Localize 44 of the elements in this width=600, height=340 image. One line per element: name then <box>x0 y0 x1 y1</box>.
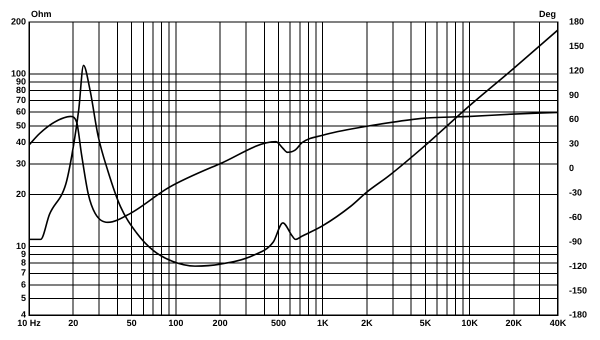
y-tick-label: 100 <box>10 68 26 78</box>
x-tick-label: 2K <box>361 318 374 328</box>
x-tick-label: 200 <box>212 318 228 328</box>
y2-tick-label: -90 <box>568 236 582 246</box>
y2-tick-label: -60 <box>568 212 582 222</box>
x-tick-label: 1K <box>316 318 329 328</box>
y2-tick-label: -120 <box>568 260 587 271</box>
y-tick-label: 80 <box>16 85 26 96</box>
y-axis-title: Ohm <box>31 8 52 19</box>
y2-tick-label: 0 <box>568 163 574 174</box>
y-tick-label: 40 <box>16 137 26 148</box>
y-tick-label: 20 <box>16 189 26 200</box>
y-tick-label: 30 <box>16 158 26 169</box>
y2-axis-title: Deg <box>538 8 556 19</box>
y-tick-label: 60 <box>16 106 26 117</box>
y-tick-label: 4 <box>21 310 26 320</box>
y2-tick-label: 60 <box>568 114 579 124</box>
y-tick-label: 8 <box>21 258 26 268</box>
y2-tick-label: 180 <box>568 16 584 26</box>
y-tick-label: 10 <box>16 241 26 252</box>
x-tick-label: 10 Hz <box>17 318 42 328</box>
y-tick-label: 70 <box>16 95 26 106</box>
x-tick-label: 40K <box>550 318 567 328</box>
y2-tick-label: 120 <box>568 65 584 76</box>
x-tick-label: 100 <box>168 318 184 328</box>
y-tick-label: 6 <box>21 279 26 290</box>
y-tick-label: 7 <box>21 268 26 278</box>
y2-tick-label: -30 <box>568 188 582 198</box>
x-tick-label: 50 <box>126 318 137 328</box>
y-tick-label: 9 <box>21 248 26 259</box>
y-tick-label: 5 <box>21 292 26 303</box>
x-tick-label: 20 <box>68 318 78 328</box>
y-tick-label: 50 <box>16 120 26 130</box>
x-tick-label: 500 <box>271 318 286 328</box>
y2-tick-label: 150 <box>568 40 584 51</box>
y2-tick-label: -180 <box>568 310 587 320</box>
x-tick-label: 10K <box>461 318 478 328</box>
y-tick-label: 200 <box>10 16 26 26</box>
y-tick-label: 90 <box>16 76 26 86</box>
y2-tick-label: 90 <box>568 90 579 100</box>
y2-tick-label: -150 <box>568 285 587 296</box>
x-tick-label: 20K <box>506 318 523 328</box>
y2-tick-label: 30 <box>568 138 579 149</box>
x-tick-label: 5K <box>420 318 432 328</box>
